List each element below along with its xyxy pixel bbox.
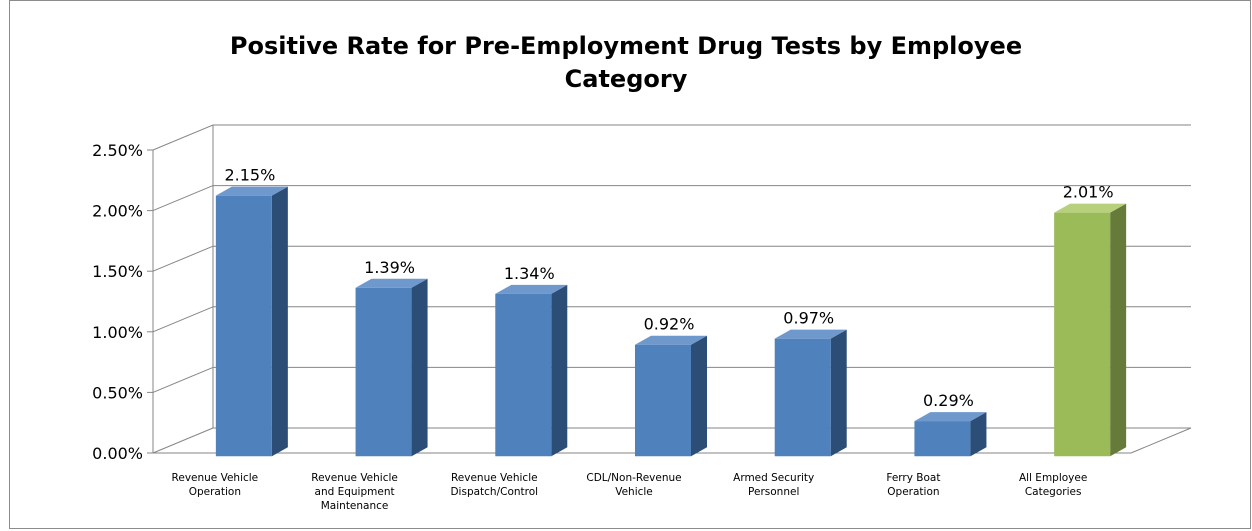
side-gridline xyxy=(152,124,214,151)
side-gridline xyxy=(152,245,214,272)
chart-title-line-2: Category xyxy=(564,65,688,93)
y-tick-label: 2.50% xyxy=(92,141,143,160)
x-tick-label: Operation xyxy=(189,486,241,498)
data-label: 2.01% xyxy=(1063,183,1114,202)
x-tick-label: Maintenance xyxy=(321,500,389,512)
side-gridline xyxy=(152,427,214,454)
bar-top xyxy=(914,412,987,422)
x-tick-label: Ferry Boat xyxy=(886,472,940,484)
y-tick-label: 1.50% xyxy=(92,262,143,281)
x-tick-label: Revenue Vehicle xyxy=(311,472,398,484)
bar-top xyxy=(355,278,428,288)
data-label: 0.29% xyxy=(923,391,974,410)
data-label: 1.34% xyxy=(504,264,555,283)
x-tick-label: Revenue Vehicle xyxy=(451,472,538,484)
bar-top xyxy=(774,329,847,339)
x-tick-label: CDL/Non-Revenue xyxy=(586,472,681,484)
bar-top xyxy=(635,335,707,345)
floor-right-edge xyxy=(1130,427,1192,454)
bar-side xyxy=(1110,203,1127,457)
data-label: 0.97% xyxy=(783,309,834,328)
bar xyxy=(1054,212,1111,457)
x-tick-label: Operation xyxy=(887,486,939,498)
bar-side xyxy=(551,284,568,457)
data-label: 1.39% xyxy=(364,258,415,277)
data-label: 2.15% xyxy=(224,166,275,185)
bar-side xyxy=(411,278,428,457)
bar-top xyxy=(215,186,288,196)
x-tick-label: All Employee xyxy=(1019,472,1087,484)
bar xyxy=(495,293,552,457)
x-tick-label: Categories xyxy=(1025,486,1082,498)
x-tick-label: Vehicle xyxy=(615,486,653,498)
x-tick-label: and Equipment xyxy=(315,486,395,498)
bar-side xyxy=(830,329,847,457)
chart-title-line-1: Positive Rate for Pre-Employment Drug Te… xyxy=(229,32,1023,60)
y-tick-label: 0.50% xyxy=(92,383,143,402)
y-tick-label: 2.00% xyxy=(92,202,143,221)
side-gridline xyxy=(152,306,214,333)
side-gridline xyxy=(152,185,214,212)
bar xyxy=(914,421,971,457)
y-tick-label: 0.00% xyxy=(92,444,143,463)
chart-title: Positive Rate for Pre-Employment Drug Te… xyxy=(0,30,1252,96)
data-label: 0.92% xyxy=(644,315,695,334)
x-tick-label: Personnel xyxy=(748,486,799,498)
bar xyxy=(215,195,272,457)
x-tick-label: Armed Security xyxy=(733,472,814,484)
bar-top xyxy=(495,284,568,294)
bar-side xyxy=(271,186,288,457)
x-tick-label: Revenue Vehicle xyxy=(172,472,259,484)
bar xyxy=(635,344,691,457)
bar-top xyxy=(1054,203,1127,213)
y-tick-label: 1.00% xyxy=(92,323,143,342)
bar xyxy=(355,287,412,457)
side-gridline xyxy=(152,366,214,393)
x-tick-label: Dispatch/Control xyxy=(450,486,538,498)
bar-side xyxy=(691,335,707,457)
bar-side xyxy=(970,412,987,457)
bar xyxy=(774,338,831,457)
